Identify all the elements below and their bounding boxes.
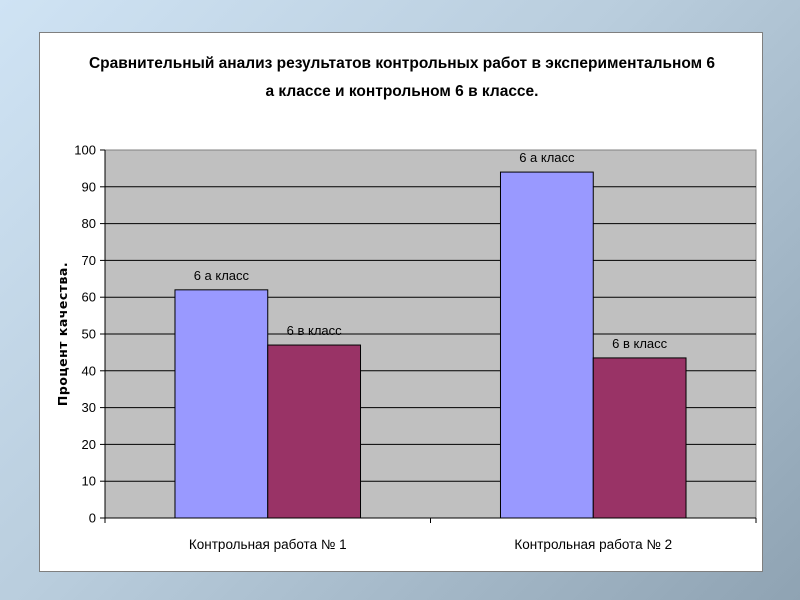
y-axis-label: Процент качества. xyxy=(55,262,70,406)
data-label: 6 а класс xyxy=(194,268,250,283)
bars xyxy=(174,171,687,519)
y-tick-label: 30 xyxy=(82,400,96,415)
data-label: 6 в класс xyxy=(287,323,343,338)
bar-chart: Сравнительный анализ результатов контрол… xyxy=(55,55,757,552)
y-tick-label: 40 xyxy=(82,363,96,378)
chart-title-line-2: а классе и контрольном 6 в классе. xyxy=(266,83,539,100)
y-tick-label: 10 xyxy=(82,474,96,489)
axes: 0 10 20 30 40 50 60 70 80 90 100 Контрольная работа… xyxy=(74,143,757,552)
bar xyxy=(499,171,594,519)
bar xyxy=(174,289,269,519)
chart-title-line-1: Сравнительный анализ результатов контрол… xyxy=(89,55,715,72)
data-label: 6 а класс xyxy=(519,150,575,165)
x-category-label: Контрольная работа № 1 xyxy=(189,537,347,552)
y-tick-label: 70 xyxy=(82,253,96,268)
data-labels: 6 а класс 6 в класс 6 а класс 6 в класс xyxy=(194,150,668,351)
data-label: 6 в класс xyxy=(612,336,668,351)
x-category-label: Контрольная работа № 2 xyxy=(514,537,672,552)
y-tick-label: 20 xyxy=(82,437,96,452)
y-tick-label: 80 xyxy=(82,216,96,231)
bar xyxy=(592,357,687,519)
y-tick-label: 100 xyxy=(74,143,96,158)
bar xyxy=(267,344,362,519)
y-tick-label: 60 xyxy=(82,290,96,305)
y-tick-label: 50 xyxy=(82,327,96,342)
y-tick-label: 0 xyxy=(89,511,96,526)
chart-frame: Сравнительный анализ результатов контрол… xyxy=(39,32,763,572)
y-tick-label: 90 xyxy=(82,179,96,194)
